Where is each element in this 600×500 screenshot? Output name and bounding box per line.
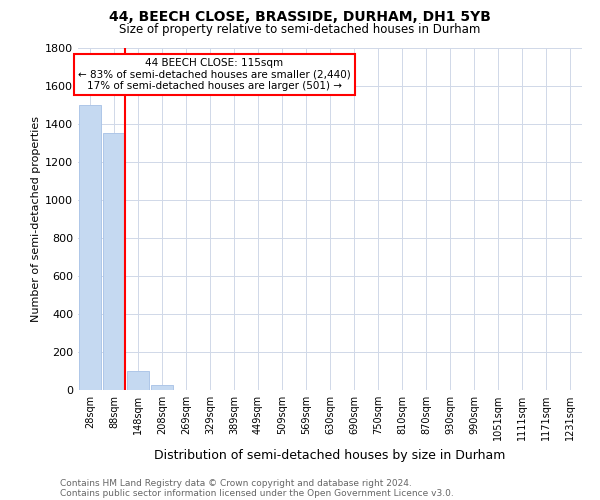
- X-axis label: Distribution of semi-detached houses by size in Durham: Distribution of semi-detached houses by …: [154, 448, 506, 462]
- Text: 44, BEECH CLOSE, BRASSIDE, DURHAM, DH1 5YB: 44, BEECH CLOSE, BRASSIDE, DURHAM, DH1 5…: [109, 10, 491, 24]
- Text: Contains public sector information licensed under the Open Government Licence v3: Contains public sector information licen…: [60, 488, 454, 498]
- Y-axis label: Number of semi-detached properties: Number of semi-detached properties: [31, 116, 41, 322]
- Bar: [103, 133, 125, 390]
- Bar: [127, 371, 149, 390]
- Bar: [151, 385, 173, 390]
- Text: Size of property relative to semi-detached houses in Durham: Size of property relative to semi-detach…: [119, 22, 481, 36]
- Text: 44 BEECH CLOSE: 115sqm
← 83% of semi-detached houses are smaller (2,440)
17% of : 44 BEECH CLOSE: 115sqm ← 83% of semi-det…: [78, 58, 350, 91]
- Text: Contains HM Land Registry data © Crown copyright and database right 2024.: Contains HM Land Registry data © Crown c…: [60, 478, 412, 488]
- Bar: [79, 104, 101, 390]
